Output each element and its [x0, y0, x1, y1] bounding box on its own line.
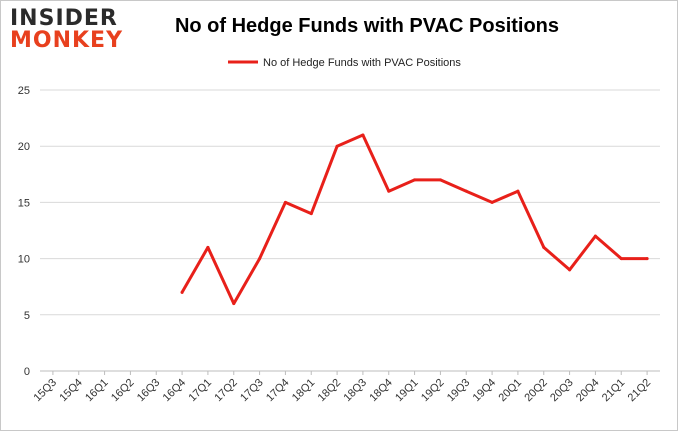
x-tick-label: 19Q1	[393, 377, 421, 405]
data-point	[490, 200, 494, 204]
x-tick-label: 15Q4	[57, 377, 85, 405]
x-tick-label: 18Q3	[342, 377, 370, 405]
x-tick-label: 17Q3	[238, 377, 266, 405]
data-point	[258, 257, 262, 261]
data-point	[438, 178, 442, 182]
y-tick-label: 10	[18, 254, 30, 266]
chart-title-container: No of Hedge Funds with PVAC Positions	[0, 15, 678, 38]
data-point	[542, 245, 546, 249]
y-tick-label: 0	[24, 366, 30, 378]
insider-monkey-logo: INSIDER MONKEY	[10, 8, 128, 54]
data-point	[413, 178, 417, 182]
data-point	[619, 257, 623, 261]
y-tick-label: 5	[24, 310, 30, 322]
x-tick-label: 21Q2	[626, 377, 654, 405]
data-point	[309, 212, 313, 216]
x-tick-label: 20Q2	[522, 377, 550, 405]
data-point	[516, 189, 520, 193]
chart-title: No of Hedge Funds with PVAC Positions	[174, 15, 560, 37]
x-tick-label: 18Q1	[290, 377, 318, 405]
logo-text-monkey: MONKEY	[10, 28, 124, 53]
x-tick-label: 16Q4	[161, 377, 189, 405]
x-tick-label: 18Q2	[316, 377, 344, 405]
data-point	[593, 234, 597, 238]
x-tick-label: 20Q1	[497, 377, 525, 405]
data-point	[361, 133, 365, 137]
data-point	[232, 302, 236, 306]
x-tick-label: 17Q2	[212, 377, 240, 405]
data-point	[387, 189, 391, 193]
y-tick-label: 15	[18, 197, 30, 209]
data-point	[645, 257, 649, 261]
logo-text-insider: INSIDER	[10, 6, 118, 31]
legend-label: No of Hedge Funds with PVAC Positions	[263, 57, 461, 69]
x-tick-label: 17Q4	[264, 377, 292, 405]
data-point	[335, 144, 339, 148]
x-tick-label: 20Q3	[548, 377, 576, 405]
y-tick-label: 25	[18, 85, 30, 97]
series-line-0	[180, 133, 649, 306]
data-point	[464, 189, 468, 193]
x-tick-label: 19Q2	[419, 377, 447, 405]
data-point	[180, 290, 184, 294]
x-tick-label: 21Q1	[600, 377, 628, 405]
x-tick-label: 16Q3	[135, 377, 163, 405]
x-tick-label: 19Q3	[445, 377, 473, 405]
x-tick-label: 19Q4	[471, 377, 499, 405]
y-tick-label: 20	[18, 141, 30, 153]
data-point	[568, 268, 572, 272]
x-tick-label: 18Q4	[367, 377, 395, 405]
x-tick-label: 16Q1	[83, 377, 111, 405]
x-tick-label: 20Q4	[574, 377, 602, 405]
x-tick-label: 15Q3	[32, 377, 60, 405]
data-point	[283, 200, 287, 204]
data-point	[206, 245, 210, 249]
x-tick-label: 16Q2	[109, 377, 137, 405]
x-tick-label: 17Q1	[187, 377, 215, 405]
